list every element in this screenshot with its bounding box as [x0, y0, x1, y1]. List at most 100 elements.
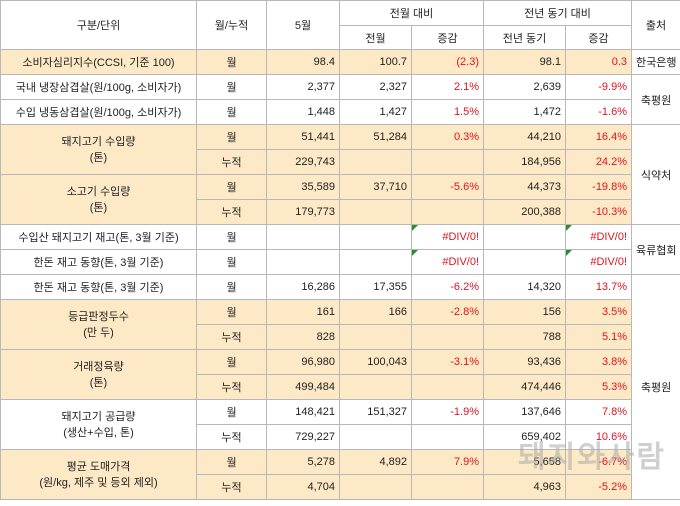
header-type: 월/누적 [196, 0, 267, 50]
header-category: 구분/단위 [0, 0, 197, 50]
value-prev-year: 1,472 [483, 99, 567, 125]
row-label: 돼지고기 수입량 (톤) [0, 124, 197, 175]
table-row: 국내 냉장삼겹살(원/100g, 소비자가) 월 2,377 2,327 2.1… [0, 74, 680, 125]
value-may: 16,286 [266, 274, 340, 300]
value-prev-year: 200,388 [483, 199, 567, 225]
value-year-change: 0.3 [565, 49, 633, 75]
value-month-change [410, 324, 485, 350]
value-year-change: 10.6% [565, 424, 633, 450]
table-row: 등급판정두수 (만 두) 월 161 166 -2.8% 156 3.5% [0, 299, 680, 350]
table-row: 누적 229,743 184,956 24.2% [1, 149, 680, 175]
value-prev-month [339, 374, 412, 400]
row-label: 한돈 재고 동향(톤, 3월 기준) [0, 274, 197, 300]
row-type: 누적 [196, 374, 267, 400]
value-prev-year: 5,658 [483, 449, 567, 475]
value-may: 828 [266, 324, 340, 350]
row-label-title: 돼지고기 공급량 [61, 410, 136, 423]
row-type: 누적 [196, 149, 267, 175]
value-prev-year: 184,956 [483, 149, 567, 175]
row-label-title: 평균 도매가격 [66, 460, 131, 473]
table-row: 누적 729,227 659,402 10.6% [1, 424, 680, 450]
table-row: 누적 179,773 200,388 -10.3% [1, 199, 680, 225]
value-prev-month: 166 [339, 299, 412, 325]
value-month-change: (2.3) [410, 49, 485, 75]
table-row: 소비자심리지수(CCSI, 기준 100) 월 98.4 100.7 (2.3)… [0, 49, 680, 75]
value-month-change: 2.1% [410, 74, 485, 100]
value-month-change: 0.3% [410, 124, 485, 150]
row-type: 월 [196, 299, 267, 325]
value-year-change: #DIV/0! [565, 224, 633, 250]
header-prev-month-group: 전월 대비 [338, 0, 485, 26]
row-label-unit: (톤) [89, 151, 108, 164]
value-month-change: -6.2% [410, 274, 485, 300]
table-row: 한돈 재고 동향(톤, 3월 기준) 월 #DIV/0! #DIV/0! [0, 249, 680, 275]
row-label-unit: (톤) [89, 201, 108, 214]
row-label: 수입 냉동삼겹살(원/100g, 소비자가) [0, 99, 197, 125]
value-prev-month: 2,327 [339, 74, 412, 100]
value-may: 1,448 [266, 99, 340, 125]
value-prev-year [483, 224, 567, 250]
row-type: 월 [196, 124, 267, 150]
value-month-change [410, 149, 485, 175]
value-prev-year: 14,320 [483, 274, 567, 300]
value-year-change: #DIV/0! [565, 249, 633, 275]
value-prev-year: 4,963 [483, 474, 567, 500]
value-month-change: -2.8% [410, 299, 485, 325]
value-may: 35,589 [266, 174, 340, 200]
table-row: 수입산 돼지고기 재고(톤, 3월 기준) 월 #DIV/0! #DIV/0! … [0, 224, 680, 275]
value-prev-year: 474,446 [483, 374, 567, 400]
value-year-change: 7.8% [565, 399, 633, 425]
value-may: 98.4 [266, 49, 340, 75]
header-may: 5월 [266, 0, 340, 50]
value-year-change: 16.4% [565, 124, 633, 150]
table-row: 소고기 수입량 (톤) 월 35,589 37,710 -5.6% 44,373 … [0, 174, 680, 225]
value-year-change: 3.8% [565, 349, 633, 375]
value-prev-year: 2,639 [483, 74, 567, 100]
value-prev-year: 98.1 [483, 49, 567, 75]
value-prev-year: 156 [483, 299, 567, 325]
value-prev-year: 44,373 [483, 174, 567, 200]
row-label: 수입산 돼지고기 재고(톤, 3월 기준) [0, 224, 197, 250]
row-label-title: 소고기 수입량 [66, 185, 131, 198]
source-cell: 축평원 [631, 74, 680, 125]
value-month-change: -5.6% [410, 174, 485, 200]
value-prev-month: 37,710 [339, 174, 412, 200]
value-month-change: #DIV/0! [410, 249, 485, 275]
table-row: 한돈 재고 동향(톤, 3월 기준) 월 16,286 17,355 -6.2%… [0, 274, 680, 500]
source-cell: 육류협회 [631, 224, 680, 275]
value-prev-month [339, 199, 412, 225]
value-year-change: 3.5% [565, 299, 633, 325]
value-may: 148,421 [266, 399, 340, 425]
row-type: 월 [196, 99, 267, 125]
value-month-change [410, 374, 485, 400]
value-year-change: 13.7% [565, 274, 633, 300]
value-prev-month: 1,427 [339, 99, 412, 125]
value-year-change: -19.8% [565, 174, 633, 200]
row-label-unit: (만 두) [83, 326, 114, 339]
value-prev-year: 93,436 [483, 349, 567, 375]
value-may: 51,441 [266, 124, 340, 150]
value-prev-month [339, 324, 412, 350]
value-year-change: -6.7% [565, 449, 633, 475]
value-year-change: 24.2% [565, 149, 633, 175]
value-prev-month [339, 149, 412, 175]
row-type: 누적 [196, 199, 267, 225]
value-may: 96,980 [266, 349, 340, 375]
value-prev-month: 151,327 [339, 399, 412, 425]
value-prev-month: 100,043 [339, 349, 412, 375]
value-month-change: -1.9% [410, 399, 485, 425]
value-may: 161 [266, 299, 340, 325]
row-type: 월 [196, 274, 267, 300]
value-prev-year [483, 249, 567, 275]
row-type: 누적 [196, 474, 267, 500]
row-type: 월 [196, 349, 267, 375]
row-type: 누적 [196, 424, 267, 450]
header-year-change: 증감 [565, 25, 633, 50]
value-prev-month [339, 424, 412, 450]
value-year-change: -9.9% [565, 74, 633, 100]
value-month-change [410, 199, 485, 225]
value-year-change: -10.3% [565, 199, 633, 225]
row-label: 한돈 재고 동향(톤, 3월 기준) [0, 249, 197, 275]
